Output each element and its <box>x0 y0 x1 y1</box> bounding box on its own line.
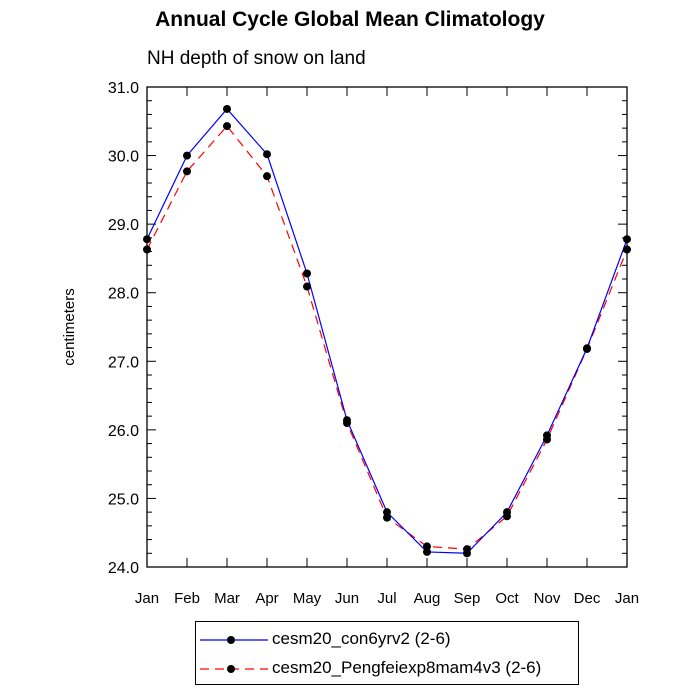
data-point <box>303 282 311 291</box>
y-tick-label: 28.0 <box>108 286 139 303</box>
y-tick-label: 29.0 <box>108 217 139 234</box>
x-tick-label: Mar <box>214 590 240 607</box>
series-line <box>146 108 628 554</box>
legend-swatch <box>200 636 268 644</box>
data-point <box>183 151 191 160</box>
y-tick-label: 25.0 <box>108 491 139 508</box>
data-point <box>343 419 351 427</box>
x-tick-label: Jan <box>135 590 159 607</box>
x-tick-label: May <box>293 590 322 607</box>
x-tick-label: Jun <box>335 590 359 607</box>
data-point <box>223 122 231 131</box>
data-point <box>423 547 431 556</box>
x-tick-label: Jan <box>615 590 639 607</box>
data-point <box>143 245 151 254</box>
x-tick-label: Oct <box>495 590 519 607</box>
data-point <box>463 545 471 554</box>
chart-subtitle: NH depth of snow on land <box>147 48 366 69</box>
x-tick-label: Sep <box>454 590 481 607</box>
x-tick-label: Dec <box>574 590 601 607</box>
chart-svg: 24.0 25.0 26.0 27.0 28.0 29.0 30.0 31.0 Jan Feb Ma… <box>61 80 639 607</box>
data-point <box>623 245 631 254</box>
data-point <box>383 513 391 522</box>
y-tick-label: 24.0 <box>108 560 139 577</box>
y-axis-label: centimeters <box>61 288 78 366</box>
data-point <box>623 235 631 244</box>
data-point <box>583 344 591 353</box>
series-line <box>146 125 628 550</box>
data-point <box>223 104 231 113</box>
data-point <box>543 435 551 444</box>
legend: cesm20_con6yrv2 (2-6) cesm20_Pengfeiexp8… <box>195 621 579 685</box>
x-tick-label: Jul <box>377 590 396 607</box>
y-tick-label: 27.0 <box>108 354 139 371</box>
legend-label: cesm20_con6yrv2 (2-6) <box>272 629 451 648</box>
legend-item: cesm20_Pengfeiexp8mam4v3 (2-6) <box>196 654 578 682</box>
x-tick-label: Feb <box>174 590 200 607</box>
plot-frame <box>146 86 628 568</box>
y-tick-label: 31.0 <box>108 80 139 97</box>
y-tick-label: 26.0 <box>108 423 139 440</box>
legend-label: cesm20_Pengfeiexp8mam4v3 (2-6) <box>272 658 542 677</box>
x-tick-label: Aug <box>414 590 441 607</box>
chart-title: Annual Cycle Global Mean Climatology <box>155 8 545 31</box>
data-point <box>423 542 431 551</box>
y-tick-label: 30.0 <box>108 149 139 166</box>
data-point <box>303 269 311 278</box>
x-tick-label: Apr <box>255 590 278 607</box>
data-point <box>503 512 511 521</box>
data-point <box>183 167 191 176</box>
data-point <box>263 150 271 159</box>
data-point <box>383 508 391 517</box>
legend-item: cesm20_con6yrv2 (2-6) <box>196 625 578 653</box>
data-point <box>263 172 271 181</box>
data-point <box>143 235 151 244</box>
x-tick-label: Nov <box>534 590 561 607</box>
legend-swatch <box>200 665 268 673</box>
